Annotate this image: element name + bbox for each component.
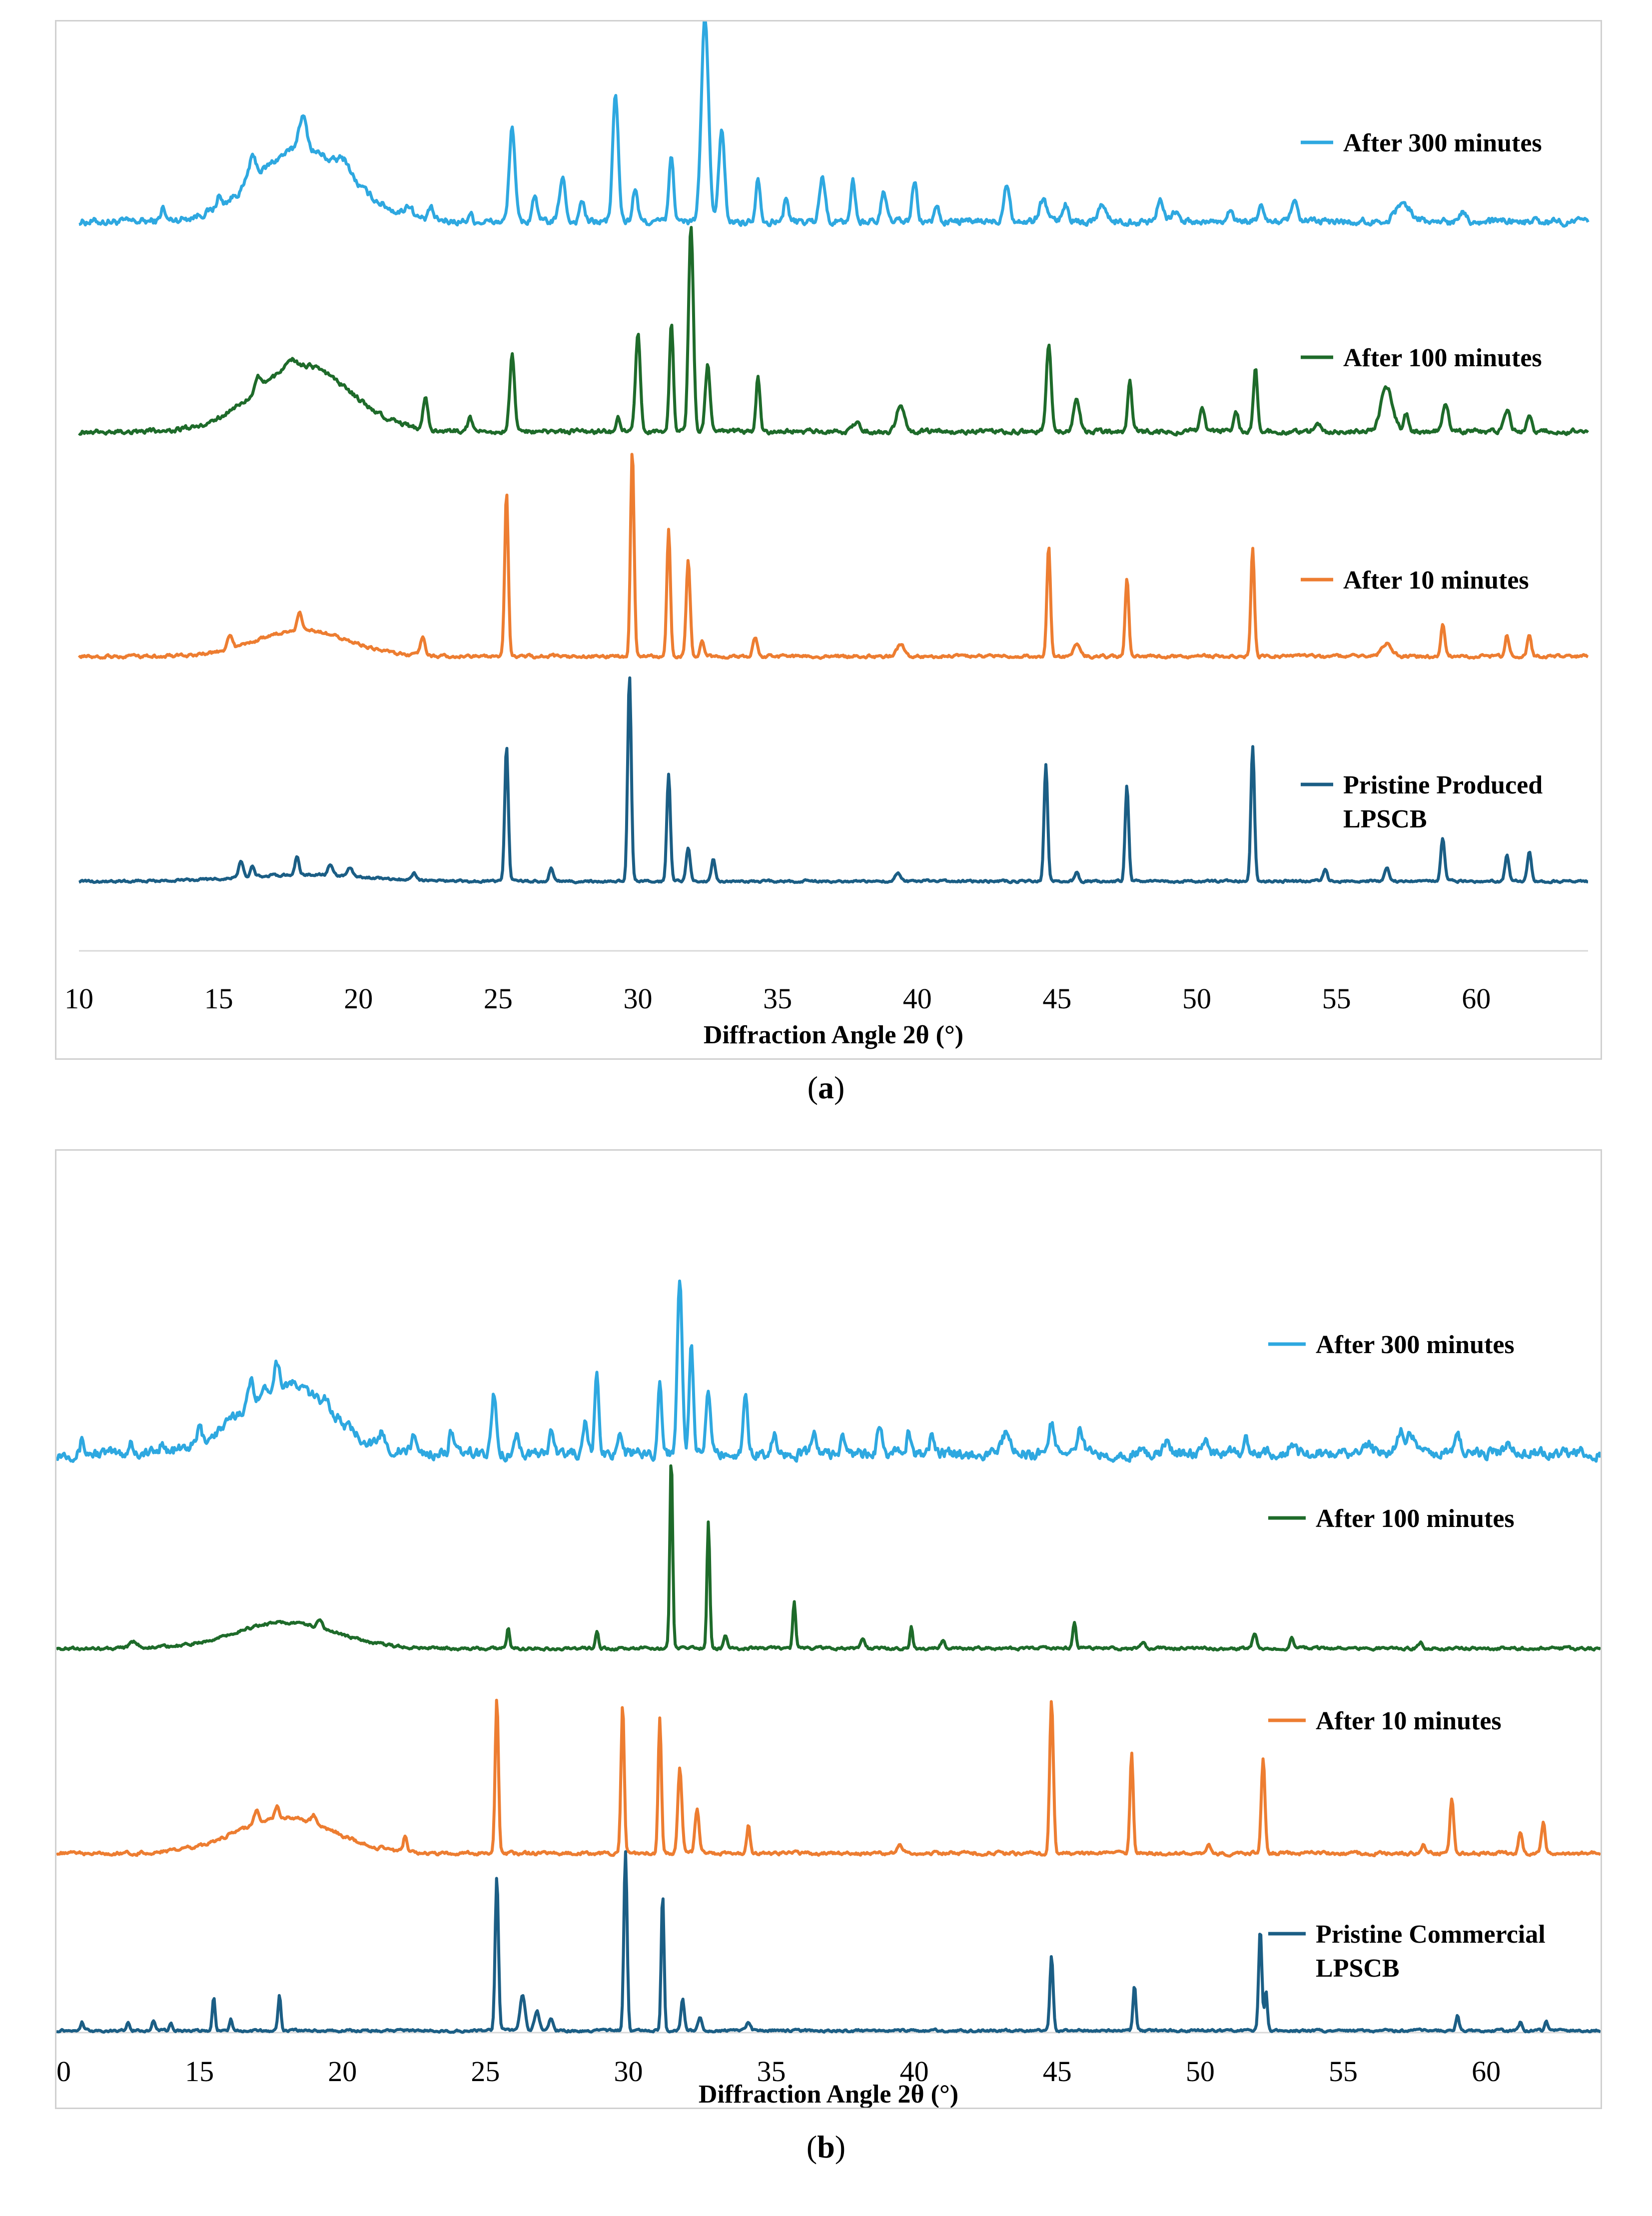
series-line-after-300-minutes	[78, 21, 1590, 228]
x-tick-label: 40	[900, 2055, 929, 2088]
x-tick-label: 55	[1322, 982, 1351, 1015]
series-line-pristine-produced-lpscb	[78, 676, 1589, 884]
series-line-after-10-minutes	[56, 1698, 1601, 1858]
legend-label: After 10 minutes	[1343, 566, 1529, 595]
series-line-pristine-commercial-lpscb	[56, 1850, 1601, 2034]
x-tick-label: 25	[471, 2055, 500, 2088]
x-tick-label: 30	[624, 982, 653, 1015]
series-line-after-100-minutes	[78, 226, 1590, 437]
x-tick-label: 15	[204, 982, 233, 1015]
x-tick-label: 40	[903, 982, 932, 1015]
x-tick-label: 20	[344, 982, 373, 1015]
x-tick-label: 30	[614, 2055, 643, 2088]
xrd-chart-b: 10 15 20 25 30 35 40 45 50 55 60 Diffraction Angle …	[56, 1279, 1601, 2108]
x-tick-label: 35	[763, 982, 792, 1015]
legend-label: Pristine Commercial LPSCB	[1316, 1920, 1546, 1983]
chart-panel-a: 10 15 20 25 30 35 40 45 50 55 60 Diffraction Angle …	[55, 20, 1602, 1060]
legend-label: Pristine Produced LPSCB	[1343, 771, 1543, 833]
series-line-after-10-minutes	[77, 453, 1589, 660]
caption-a: (a)	[807, 1070, 845, 1105]
x-tick-label: 45	[1043, 2055, 1072, 2088]
x-tick-label: 15	[185, 2055, 214, 2088]
x-tick-label: 50	[1186, 2055, 1215, 2088]
x-tick-label: 45	[1042, 982, 1071, 1015]
x-tick-label: 35	[757, 2055, 786, 2088]
legend-label: After 100 minutes	[1343, 344, 1542, 372]
x-tick-label: 20	[328, 2055, 357, 2088]
chart-panel-b: 10 15 20 25 30 35 40 45 50 55 60 Diffraction Angle …	[55, 1149, 1602, 2109]
legend-label: After 300 minutes	[1343, 129, 1542, 157]
caption-b: (b)	[806, 2129, 846, 2165]
x-tick-label: 60	[1472, 2055, 1501, 2088]
x-axis-title: Diffraction Angle 2θ (°)	[704, 1021, 963, 1049]
series-line-after-300-minutes	[56, 1279, 1601, 1463]
x-axis-title: Diffraction Angle 2θ (°)	[699, 2080, 958, 2108]
legend-label: After 300 minutes	[1316, 1331, 1515, 1359]
x-tick-label: 60	[1462, 982, 1491, 1015]
xrd-chart-a: 10 15 20 25 30 35 40 45 50 55 60 Diffraction Angle …	[64, 21, 1590, 1049]
x-tick-label: 55	[1329, 2055, 1358, 2088]
legend-label: After 100 minutes	[1316, 1504, 1515, 1533]
x-tick-label: 10	[56, 2055, 71, 2088]
x-tick-label: 25	[484, 982, 513, 1015]
series-line-after-100-minutes	[56, 1464, 1601, 1652]
x-tick-label: 10	[64, 982, 93, 1015]
x-tick-label: 50	[1182, 982, 1211, 1015]
legend-label: After 10 minutes	[1316, 1707, 1502, 1735]
